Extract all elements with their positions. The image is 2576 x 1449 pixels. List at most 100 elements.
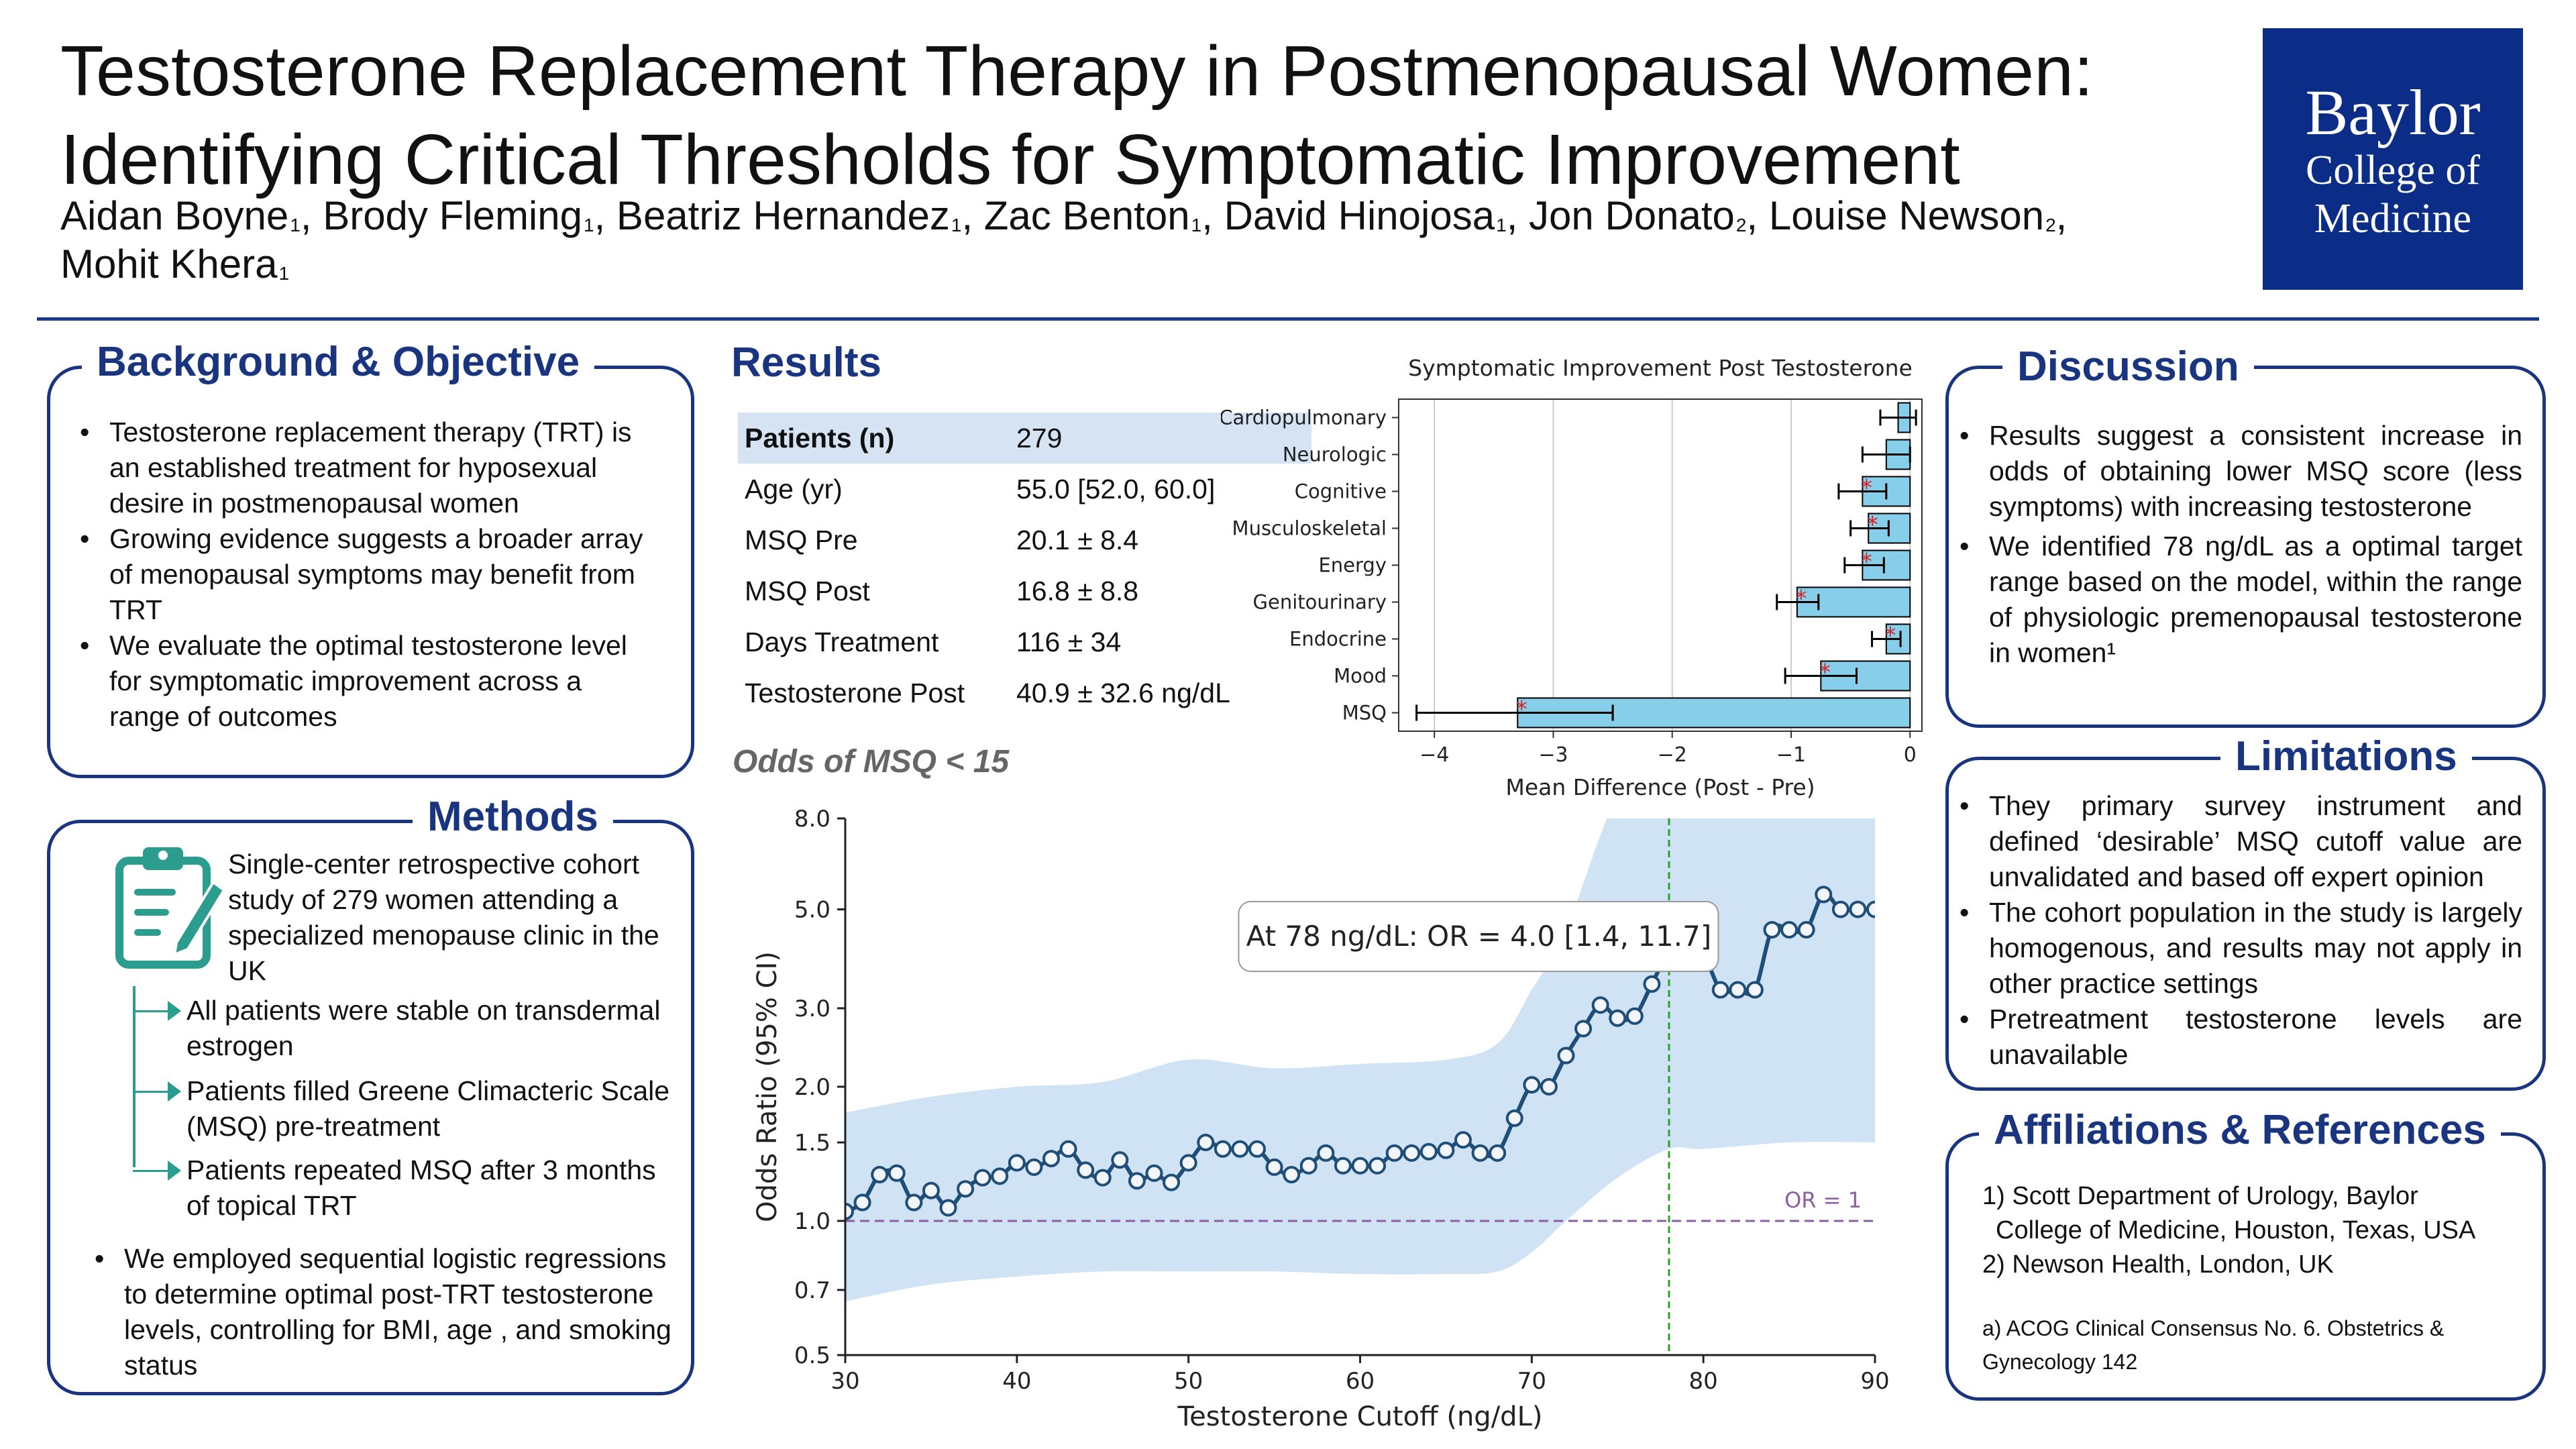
results-label: MSQ Post [745, 575, 870, 606]
results-value: 279 [1010, 413, 1311, 464]
significance-marker: * [1795, 586, 1807, 612]
title-line-2: Identifying Critical Thresholds for Symp… [60, 120, 1960, 199]
or-data-point [939, 1199, 957, 1217]
or-y-tick-label: 0.7 [794, 1277, 830, 1304]
ci-band [845, 818, 1875, 1301]
methods-sub-item: Patients repeated MSQ after 3 months of … [186, 1155, 656, 1221]
or-data-point [1403, 1144, 1421, 1162]
results-row: Patients (n) 279 [738, 413, 1311, 464]
discussion-title: Discussion [2002, 343, 2254, 390]
logo-line-2: College of [2306, 148, 2480, 193]
annotation-text: At 78 ng/dL: OR = 4.0 [1.4, 11.7] [1246, 920, 1712, 953]
title-line-1: Testosterone Replacement Therapy in Post… [60, 32, 2094, 111]
or-data-point [1471, 1144, 1489, 1162]
or-x-axis-label: Testosterone Cutoff (ng/dL) [1177, 1401, 1543, 1432]
author: Zac Benton1, [984, 193, 1224, 238]
author-name: Beatriz Hernandez [616, 193, 950, 238]
bar-category-label: MSQ [1342, 702, 1387, 724]
background-bullets: Testosterone replacement therapy (TRT) i… [69, 415, 659, 735]
results-title: Results [731, 339, 881, 386]
arrow-right-icon [168, 1161, 181, 1181]
or-data-point [1385, 1144, 1403, 1162]
or-x-tick-label: 40 [1002, 1368, 1031, 1395]
author-affiliation: 1 [1191, 215, 1202, 235]
or-data-point [1145, 1164, 1163, 1182]
or-data-point [1248, 1140, 1266, 1158]
or-data-point [922, 1181, 940, 1199]
or-data-point [1711, 981, 1729, 999]
methods-bullets: We employed sequential logistic regressi… [84, 1241, 674, 1383]
logo-line-1: Baylor [2305, 76, 2481, 148]
results-label: Testosterone Post [745, 677, 965, 708]
bar-category-label: Mood [1334, 665, 1387, 688]
affiliations-panel: 1) Scott Department of Urology, Baylor C… [1945, 1132, 2546, 1401]
or-data-point [973, 1169, 991, 1187]
limitations-bullet: The cohort population in the study is la… [1949, 895, 2522, 1002]
discussion-bullets: Results suggest a consistent increase in… [1949, 418, 2522, 675]
or-data-point [1625, 1007, 1644, 1025]
background-bullet: We evaluate the optimal testosterone lev… [69, 628, 659, 735]
or-data-point [871, 1166, 889, 1184]
or-data-point [1059, 1140, 1077, 1158]
or-data-point [1831, 900, 1849, 918]
background-title: Background & Objective [82, 339, 595, 386]
results-label: MSQ Pre [745, 524, 858, 555]
or-data-point [1128, 1172, 1146, 1190]
or-data-point [1419, 1142, 1438, 1161]
author-separator: , [1746, 193, 1769, 238]
header-divider [37, 317, 2539, 321]
bar-category-label: Genitourinary [1253, 591, 1387, 614]
or-data-point [1042, 1150, 1060, 1168]
bar-category-label: Endocrine [1289, 628, 1387, 651]
significance-marker: * [1861, 549, 1872, 576]
or-data-point [1163, 1173, 1181, 1191]
significance-marker: * [1819, 659, 1831, 686]
author-affiliation: 1 [278, 263, 290, 284]
author-name: Mohit Khera [60, 241, 278, 286]
bar-category-label: Musculoskeletal [1232, 517, 1387, 540]
or-data-point [1815, 885, 1833, 904]
author-affiliation: 1 [951, 215, 962, 235]
logo-line-3: Medicine [2314, 196, 2472, 241]
methods-title: Methods [413, 794, 613, 841]
or-x-tick-label: 90 [1860, 1368, 1888, 1395]
methods-tree-branch [133, 1091, 173, 1093]
or-x-tick-label: 80 [1689, 1368, 1718, 1395]
or-x-tick-label: 70 [1517, 1368, 1546, 1395]
affiliation-1-cont: College of Medicine, Houston, Texas, USA [1996, 1216, 2476, 1244]
author: Jon Donato2, [1529, 193, 1769, 238]
author-separator: , [2055, 193, 2068, 238]
or-y-axis-label: Odds Ratio (95% CI) [752, 951, 783, 1222]
author-separator: , [1201, 193, 1224, 238]
or-data-point [845, 1202, 854, 1220]
or-plot-area [845, 818, 1875, 1355]
methods-intro: Single-center retrospective cohort study… [228, 849, 659, 986]
or-data-point [1265, 1158, 1283, 1176]
methods-bullet: We employed sequential logistic regressi… [84, 1241, 674, 1383]
or-data-point [905, 1193, 923, 1212]
methods-tree-branch [133, 1170, 173, 1172]
author: David Hinojosa1, [1224, 193, 1529, 238]
or-data-point [1454, 1131, 1472, 1149]
author-name: Brody Fleming [323, 193, 582, 238]
limitations-bullet: Pretreatment testosterone levels are una… [1949, 1002, 2522, 1073]
or-data-point [1746, 981, 1764, 999]
results-label: Age (yr) [745, 473, 843, 504]
author-affiliation: 1 [290, 215, 301, 235]
or-data-point [1179, 1154, 1197, 1172]
author-separator: , [300, 193, 323, 238]
results-table: Patients (n) 279 Age (yr) 55.0 [52.0, 60.0]… [738, 413, 1311, 718]
background-bullet: Testosterone replacement therapy (TRT) i… [69, 415, 659, 521]
or-data-point [1111, 1151, 1129, 1169]
author: Mohit Khera1 [60, 241, 289, 286]
or-data-point [1214, 1140, 1232, 1158]
results-value: 16.8 ± 8.8 [1016, 575, 1139, 606]
annotation-box [1238, 901, 1719, 972]
or-data-point [1540, 1078, 1558, 1095]
author-separator: , [1506, 193, 1529, 238]
bar-category-label: Cardiopulmonary [1221, 407, 1387, 429]
bar-x-tick-label: 0 [1904, 743, 1917, 767]
or-data-point [1351, 1157, 1369, 1175]
or-data-point [1008, 1154, 1026, 1172]
or-x-tick-label: 60 [1346, 1368, 1375, 1395]
